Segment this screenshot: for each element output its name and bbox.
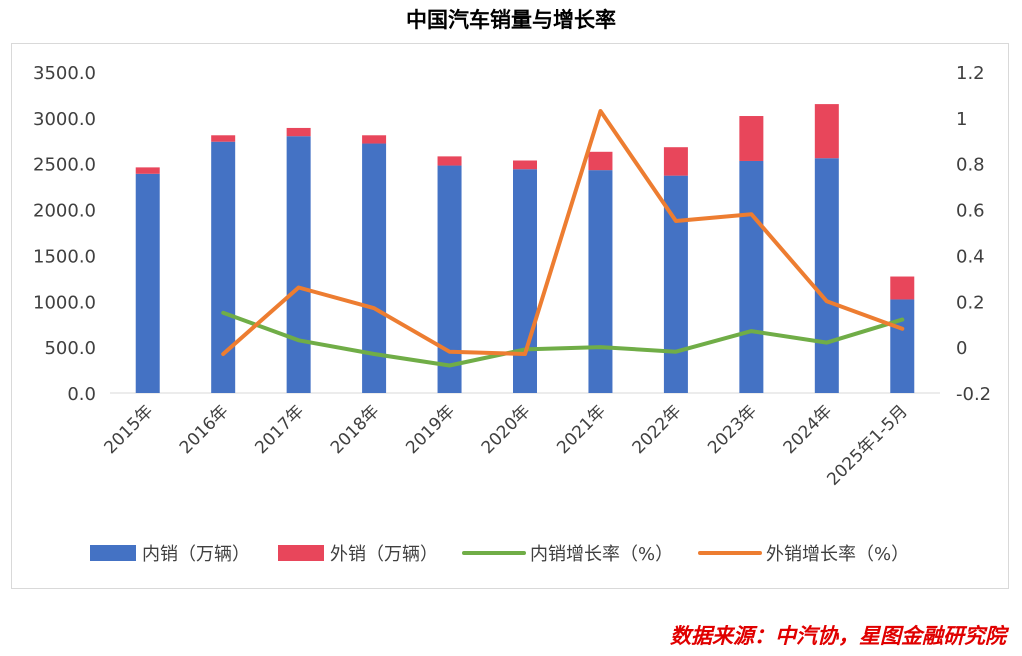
chart-title: 中国汽车销量与增长率 xyxy=(406,8,616,32)
legend-label: 内销（万辆） xyxy=(142,544,250,565)
y-right-tick-label: 0.6 xyxy=(956,201,985,222)
y-left-tick-label: 500.0 xyxy=(44,338,96,359)
line-domestic-growth xyxy=(221,310,905,368)
y-right-tick-label: 0.4 xyxy=(956,246,985,267)
x-tick-label: 2021年 xyxy=(553,401,610,458)
x-tick-label: 2017年 xyxy=(251,401,308,458)
bar-export xyxy=(890,276,915,300)
legend-swatch xyxy=(278,545,324,561)
bar-domestic xyxy=(588,170,613,393)
bar-export xyxy=(513,160,537,170)
legend-label: 内销增长率（%） xyxy=(530,544,673,565)
y-left-tick-label: 1500.0 xyxy=(33,246,96,267)
y-right-tick-label: -0.2 xyxy=(956,384,991,405)
bar-domestic xyxy=(437,165,462,393)
legend-label: 外销增长率（%） xyxy=(766,544,909,565)
y-right-tick-label: 0.8 xyxy=(956,155,985,176)
bar-domestic xyxy=(890,299,915,393)
y-left-tick-label: 1000.0 xyxy=(33,292,96,313)
chart-frame xyxy=(11,43,1009,589)
y-left-tick-label: 2000.0 xyxy=(33,201,96,222)
bar-export xyxy=(211,135,236,142)
bar-domestic xyxy=(286,136,311,393)
bar-domestic xyxy=(739,160,764,393)
x-tick-label: 2016年 xyxy=(176,401,233,458)
x-tick-label: 2015年 xyxy=(101,401,158,458)
x-tick-label: 2019年 xyxy=(402,401,459,458)
legend-swatch xyxy=(90,545,136,561)
x-tick-label: 2022年 xyxy=(629,401,686,458)
y-left-tick-label: 0.0 xyxy=(67,384,96,405)
source-note: 数据来源：中汽协，星图金融研究院 xyxy=(670,624,1006,648)
bar-domestic xyxy=(513,169,537,393)
x-tick-label: 2020年 xyxy=(478,401,535,458)
bar-export xyxy=(135,167,160,174)
legend-label: 外销（万辆） xyxy=(330,544,438,565)
bar-domestic xyxy=(211,141,236,393)
bar-export xyxy=(663,147,688,176)
y-right-tick-label: 1.2 xyxy=(956,63,985,84)
y-right-tick-label: 0.2 xyxy=(956,292,985,313)
bar-domestic xyxy=(135,173,160,393)
y-left-tick-label: 3000.0 xyxy=(33,109,96,130)
x-tick-label: 2024年 xyxy=(780,401,837,458)
y-right-tick-label: 1 xyxy=(956,109,967,130)
y-left-tick-label: 3500.0 xyxy=(33,63,96,84)
bar-export xyxy=(814,104,839,159)
bar-export xyxy=(437,156,462,166)
bar-export xyxy=(739,116,764,161)
bar-export xyxy=(362,135,387,144)
y-right-tick-label: 0 xyxy=(956,338,967,359)
bar-domestic xyxy=(814,158,839,393)
bar-export xyxy=(286,127,311,137)
bar-export xyxy=(588,151,613,171)
x-tick-label: 2025年1-5月 xyxy=(823,401,911,489)
y-left-tick-label: 2500.0 xyxy=(33,155,96,176)
x-tick-label: 2023年 xyxy=(704,401,761,458)
x-tick-label: 2018年 xyxy=(327,401,384,458)
line-export-growth xyxy=(221,109,905,356)
